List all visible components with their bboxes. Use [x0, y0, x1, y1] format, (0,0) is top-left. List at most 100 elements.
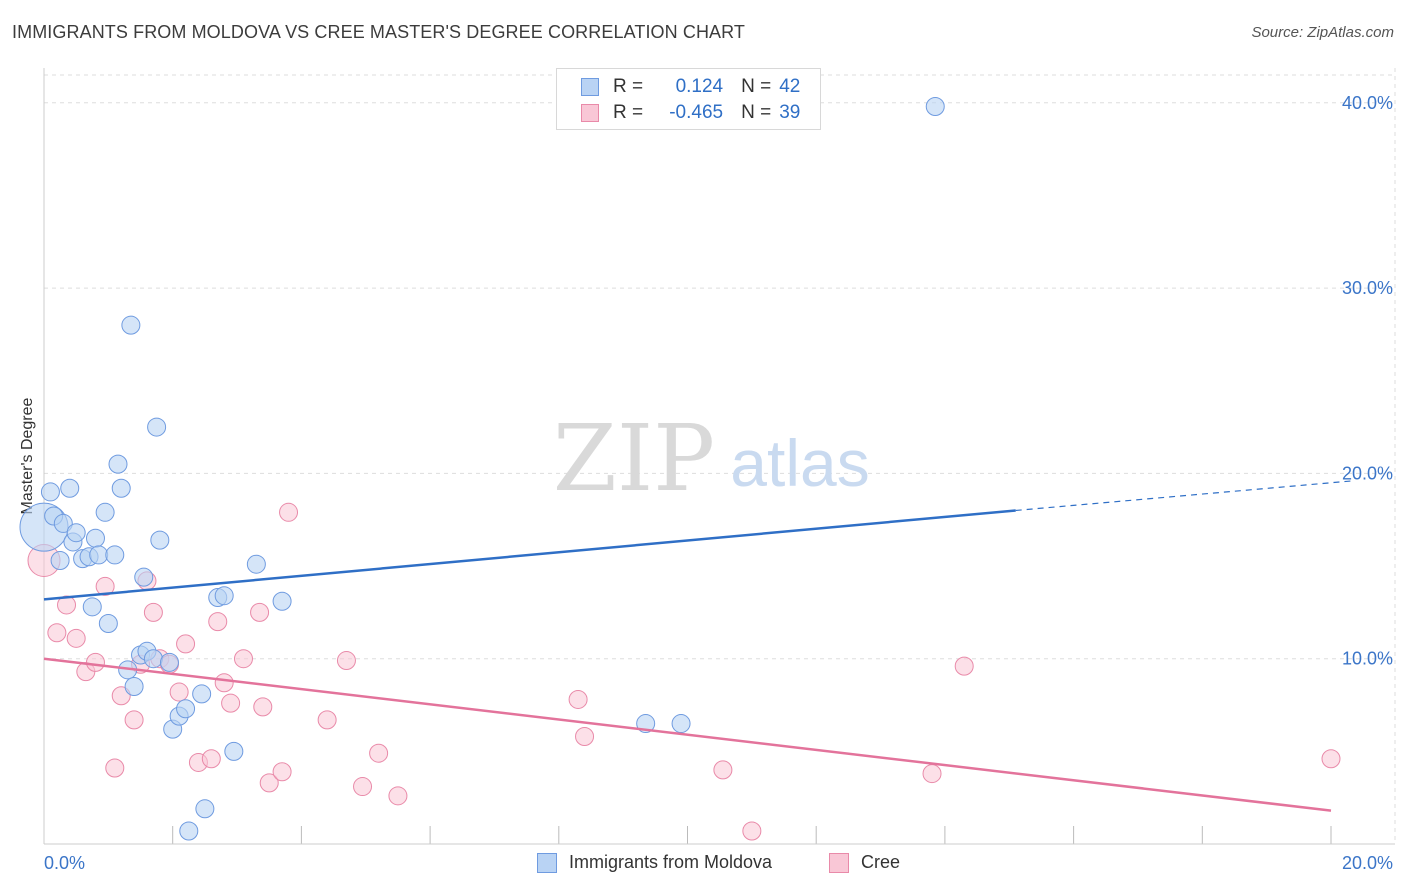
moldova-point — [40, 482, 60, 502]
moldova-trend-extension — [1015, 480, 1354, 512]
legend-item-moldova[interactable]: Immigrants from Moldova — [537, 852, 772, 873]
legend-item-cree[interactable]: Cree — [829, 852, 900, 873]
x-tick-label: 0.0% — [44, 853, 85, 873]
moldova-point — [98, 613, 118, 633]
cree-point — [95, 576, 115, 596]
axes — [43, 68, 1395, 845]
cree-point — [57, 595, 77, 615]
y-tick-label: 40.0% — [1342, 93, 1393, 113]
moldova-point — [150, 530, 170, 550]
r-label: R = — [613, 102, 644, 123]
cree-points — [27, 502, 1341, 841]
chart-title: IMMIGRANTS FROM MOLDOVA VS CREE MASTER'S… — [12, 22, 746, 42]
legend-label-cree: Cree — [861, 852, 901, 872]
cree-point — [336, 651, 356, 671]
moldova-point — [671, 714, 691, 734]
cree-trend-line — [43, 657, 1332, 812]
moldova-point — [224, 741, 244, 761]
moldova-swatch-icon — [581, 78, 599, 96]
y-tick-label: 10.0% — [1342, 649, 1393, 669]
y-tick-label: 20.0% — [1342, 463, 1393, 483]
moldova-point — [111, 478, 131, 498]
cree-point — [124, 710, 144, 730]
watermark-zip: ZIP — [553, 405, 715, 512]
cree-point — [317, 710, 337, 730]
moldova-point — [179, 821, 199, 841]
n-label: N = — [741, 76, 772, 97]
zipatlas-watermark: ZIP atlas — [553, 405, 870, 512]
moldova-point — [50, 550, 70, 570]
cree-point — [568, 689, 588, 709]
legend-row-moldova: R = 0.124 N = 42 — [581, 74, 800, 100]
moldova-trend-line — [43, 509, 1016, 601]
cree-point — [176, 634, 196, 654]
cree-swatch-icon — [581, 104, 599, 122]
cree-point — [742, 821, 762, 841]
moldova-point — [108, 454, 128, 474]
cree-point — [279, 502, 299, 522]
legend-label-moldova: Immigrants from Moldova — [569, 852, 773, 872]
n-label: N = — [741, 102, 772, 123]
moldova-point — [121, 315, 141, 335]
moldova-point — [134, 567, 154, 587]
tick-labels: 10.0% 20.0% 30.0% 40.0% 0.0% 20.0% — [44, 93, 1393, 873]
cree-point — [111, 686, 131, 706]
moldova-point — [192, 684, 212, 704]
cree-point — [85, 652, 105, 672]
moldova-point — [195, 799, 215, 819]
cree-point — [575, 727, 595, 747]
cree-point — [388, 786, 408, 806]
moldova-point — [85, 528, 105, 548]
moldova-point — [176, 699, 196, 719]
r-value: -0.465 — [669, 102, 724, 123]
moldova-point — [95, 502, 115, 522]
series-legend: Immigrants from Moldova Cree — [0, 852, 1406, 878]
moldova-point — [82, 597, 102, 617]
n-value: 39 — [779, 102, 801, 123]
cree-point — [201, 749, 221, 769]
cree-point — [221, 693, 241, 713]
moldova-point — [246, 554, 266, 574]
y-tick-label: 30.0% — [1342, 278, 1393, 298]
moldova-point — [105, 545, 125, 565]
source-credit: Source: ZipAtlas.com — [1251, 24, 1394, 41]
cree-point — [214, 673, 234, 693]
cree-point — [233, 649, 253, 669]
moldova-point — [143, 649, 163, 669]
grid-lines — [43, 68, 1396, 844]
moldova-point — [925, 97, 945, 117]
moldova-point — [60, 478, 80, 498]
cree-point — [369, 743, 389, 763]
moldova-point — [124, 676, 144, 696]
cree-point — [208, 612, 228, 632]
cree-point — [250, 602, 270, 622]
cree-point — [1321, 749, 1341, 769]
moldova-point — [147, 417, 167, 437]
moldova-swatch-icon — [537, 852, 557, 873]
moldova-point — [214, 586, 234, 606]
moldova-point — [66, 523, 86, 543]
cree-point — [105, 758, 125, 778]
r-label: R = — [613, 76, 644, 97]
moldova-point — [159, 652, 179, 672]
cree-point — [713, 760, 733, 780]
legend-row-cree: R = -0.465 N = 39 — [581, 100, 800, 126]
cree-point — [169, 682, 189, 702]
cree-point — [143, 602, 163, 622]
cree-point — [253, 697, 273, 717]
r-value: 0.124 — [675, 76, 724, 97]
cree-point — [272, 762, 292, 782]
watermark-atlas: atlas — [730, 426, 869, 500]
moldova-point — [53, 513, 73, 533]
cree-point — [47, 623, 67, 643]
moldova-point — [272, 591, 292, 611]
cree-swatch-icon — [829, 852, 849, 873]
trend-lines — [43, 480, 1354, 812]
cree-point — [259, 773, 279, 793]
cree-point — [66, 628, 86, 648]
cree-point — [353, 777, 373, 797]
moldova-point — [89, 545, 109, 565]
cree-point — [922, 764, 942, 784]
cree-point — [954, 656, 974, 676]
